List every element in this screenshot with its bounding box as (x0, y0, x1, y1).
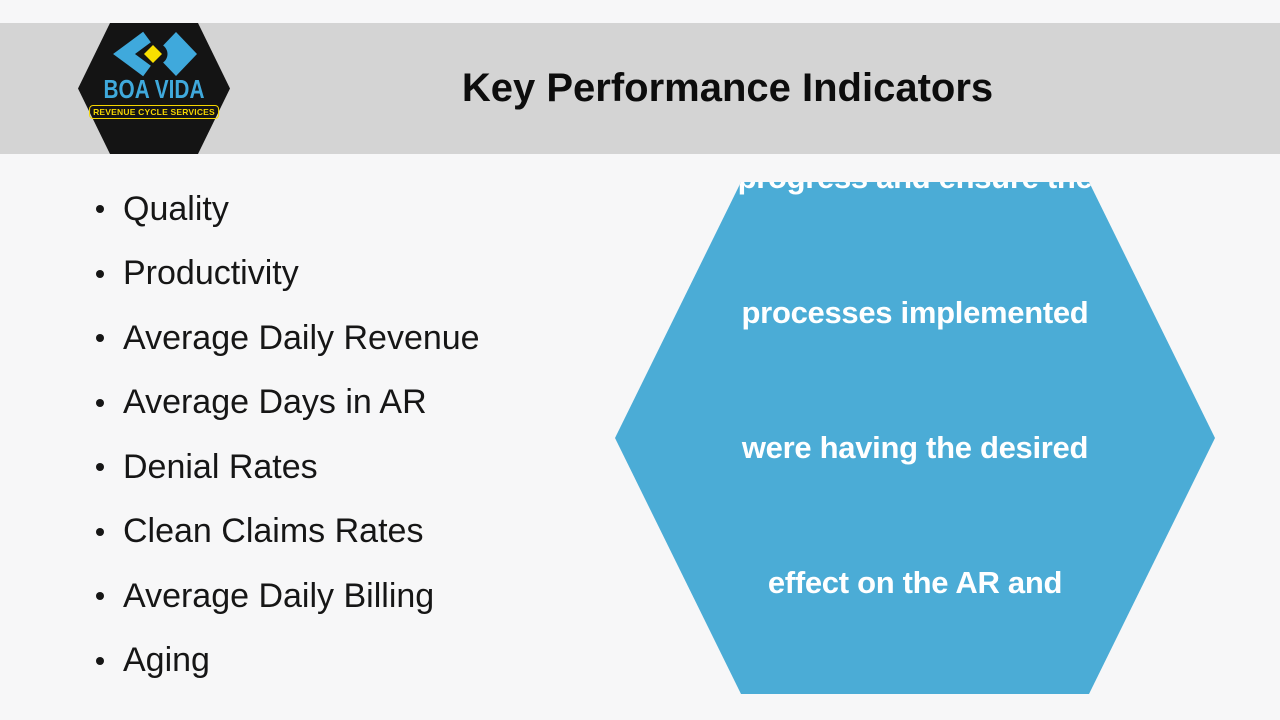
list-item-label: Clean Claims Rates (123, 512, 424, 551)
callout-line: effect on the AR and (767, 564, 1063, 600)
bullet-dot-icon (96, 527, 104, 536)
callout-text: We implemented tracking KPI’s to track p… (737, 159, 1093, 720)
list-item-label: Average Daily Revenue (123, 318, 480, 357)
list-item-label: Average Days in AR (123, 383, 427, 422)
list-item: Average Daily Billing (96, 564, 480, 629)
logo-diamond-icon (144, 45, 162, 63)
list-item-label: Productivity (123, 254, 299, 293)
kpi-bullet-list: Quality Productivity Average Daily Reven… (96, 177, 480, 693)
list-item-label: Quality (123, 189, 229, 228)
list-item-label: Denial Rates (123, 447, 318, 486)
bullet-dot-icon (96, 463, 104, 472)
list-item-label: Average Daily Billing (123, 576, 435, 615)
callout-line: progress and ensure the (737, 159, 1093, 195)
callout-line: were having the desired (741, 429, 1089, 465)
company-logo: BOA VIDA REVENUE CYCLE SERVICES (78, 23, 230, 154)
list-item: Clean Claims Rates (96, 500, 480, 565)
list-item-label: Aging (123, 641, 210, 680)
list-item: Productivity (96, 242, 480, 307)
logo-brackets-icon (113, 31, 197, 77)
list-item: Quality (96, 177, 480, 242)
list-item: Denial Rates (96, 435, 480, 500)
bullet-dot-icon (96, 205, 104, 214)
kpi-callout-hexagon: We implemented tracking KPI’s to track p… (615, 182, 1215, 694)
list-item: Aging (96, 629, 480, 694)
bullet-dot-icon (96, 334, 104, 343)
logo-tagline: REVENUE CYCLE SERVICES (89, 105, 219, 119)
logo-hexagon-icon (78, 23, 230, 154)
logo-brand-name: BOA VIDA (103, 74, 205, 104)
list-item: Average Daily Revenue (96, 306, 480, 371)
bullet-dot-icon (96, 269, 104, 278)
list-item: Average Days in AR (96, 371, 480, 436)
bullet-dot-icon (96, 592, 104, 601)
slide-title: Key Performance Indicators (461, 66, 994, 110)
bullet-dot-icon (96, 656, 104, 665)
callout-line: processes implemented (741, 294, 1089, 330)
bullet-dot-icon (96, 398, 104, 407)
callout-line: aging. We use state (769, 699, 1061, 720)
